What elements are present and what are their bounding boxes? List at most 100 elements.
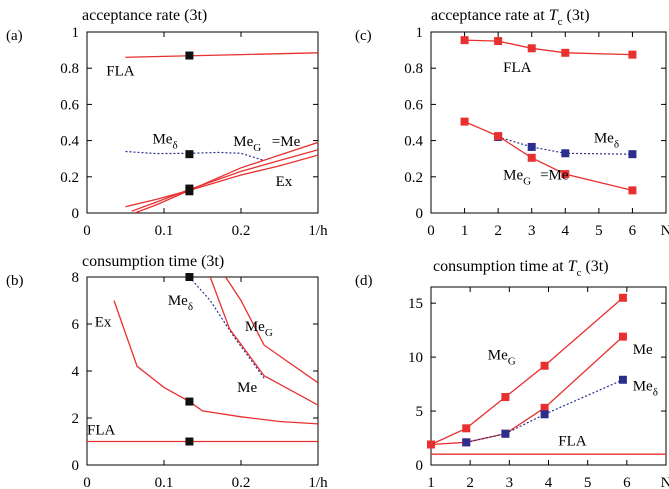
y-tick-label-c: 1 [416,25,424,41]
series-line-Me-d [431,336,624,446]
y-tick-label-d: 5 [416,404,424,420]
data-point-d [618,375,627,384]
data-point-c [527,142,536,151]
data-point-c [494,132,503,141]
panel-label-d: (d) [355,273,373,289]
data-point-c [628,150,637,159]
series-line-FLA-a [125,52,318,58]
series-annotation-a: Meδ [152,131,177,151]
series-annotation-a: FLA [106,63,135,79]
y-tick-label-a: 0.2 [60,170,79,186]
y-tick-label-d: 10 [408,350,423,366]
series-annotation-b: Ex [95,314,112,330]
series-line-Me-a [125,150,265,162]
x-tick-label-d: 2 [466,475,474,489]
series-annotation-c: FLA [503,60,532,76]
x-tick-label-c: 6 [629,223,637,239]
x-tick-label-c: 0 [427,223,435,239]
series-line-Me-c [497,136,633,155]
panel-label-a: (a) [6,28,23,44]
x-tick-label-b: 0.1 [155,475,174,489]
plot-frame-a [86,31,319,214]
x-tick-label-c: 1 [461,223,469,239]
marker-point-b [185,397,194,406]
series-annotation-b: Me [237,380,257,396]
y-tick-label-c: 0.4 [404,134,423,150]
x-tick-label-b: 1/h [308,475,328,489]
data-point-d [462,424,471,433]
series-annotation-c: Meδ [594,130,619,150]
y-tick-label-d: 0 [416,458,424,474]
plot-frame-c [430,31,667,214]
data-point-d [427,440,435,449]
y-tick-label-c: 0.2 [404,170,423,186]
x-tick-label-b: 0.2 [232,475,251,489]
chart-title-b: consumption time (3t) [82,253,224,270]
x-tick-label-d: 1 [427,475,435,489]
y-tick-label-b: 0 [72,458,80,474]
series-line-Ex-b [113,300,318,425]
series-annotation-a: Ex [276,174,293,190]
data-point-c [460,36,469,45]
series-annotation-d: MeG [488,347,516,367]
y-tick-label-b: 6 [72,317,80,333]
data-point-d [618,293,627,302]
data-point-c [628,50,637,59]
x-tick-label-d: 4 [545,475,553,489]
chart-title-a: acceptance rate (3t) [82,7,207,24]
y-tick-label-a: 0.6 [60,97,79,113]
series-line-Me-d [466,379,624,443]
x-tick-label-d: N [661,475,669,489]
x-tick-label-c: 5 [595,223,603,239]
x-tick-label-a: 1/h [308,223,328,239]
series-line-FLA-c [464,39,633,56]
y-tick-label-a: 0.8 [60,61,79,77]
marker-point-b [185,437,194,446]
x-tick-label-d: 5 [584,475,592,489]
marker-point-a [185,150,194,159]
x-tick-label-b: 0 [83,475,91,489]
panel-label-b: (b) [6,273,24,289]
data-point-d [501,393,510,402]
y-tick-label-d: 15 [408,296,423,312]
x-tick-label-a: 0.1 [155,223,174,239]
series-line-Me-a [131,149,318,212]
series-annotation-b: Meδ [168,293,193,313]
y-tick-label-b: 2 [72,411,80,427]
series-line-MeG-a [125,141,318,208]
data-point-c [460,117,469,126]
y-tick-label-a: 1 [72,25,80,41]
series-annotation-a: MeG [233,134,261,154]
x-tick-label-c: 4 [562,223,570,239]
panel-c: (c) acceptance rate at Tc (3t) 0 1 2 3 4 5 6 N 0 0.… [355,7,669,239]
data-point-d [501,429,510,438]
series-annotation-d: FLA [558,434,587,450]
series-line-Ex-a [134,154,318,213]
y-tick-label-c: 0 [416,206,424,222]
y-tick-label-c: 0.8 [404,61,423,77]
marker-point-a [185,187,194,196]
marker-point-b [185,273,194,281]
data-point-c [527,153,536,162]
chart-title-d: consumption time at Tc (3t) [433,258,609,279]
plot-frame-d [430,286,667,466]
marker-point-a [185,51,194,60]
data-point-c [494,37,503,46]
panel-d: (d) consumption time at Tc (3t) 1 2 3 4 5 6 N 0 5 1… [355,258,669,489]
series-line-Me-b [209,277,318,406]
series-annotation-d: Me [633,342,653,358]
panel-a: (a) acceptance rate (3t) 0 0.1 0.2 1/h 0 0.2 0.4… [6,7,328,239]
series-line-Me-b [188,277,265,379]
x-tick-label-a: 0.2 [232,223,251,239]
chart-title-c: acceptance rate at Tc (3t) [431,7,590,28]
data-point-d [618,332,627,341]
x-tick-label-c: N [661,223,669,239]
x-tick-label-d: 3 [506,475,514,489]
y-tick-label-a: 0.4 [60,134,79,150]
y-tick-label-a: 0 [72,206,80,222]
series-line-MeG-b [225,277,318,384]
series-annotation-d: Meδ [633,379,658,399]
x-tick-label-c: 2 [494,223,502,239]
series-annotation-c: MeG [503,168,531,188]
